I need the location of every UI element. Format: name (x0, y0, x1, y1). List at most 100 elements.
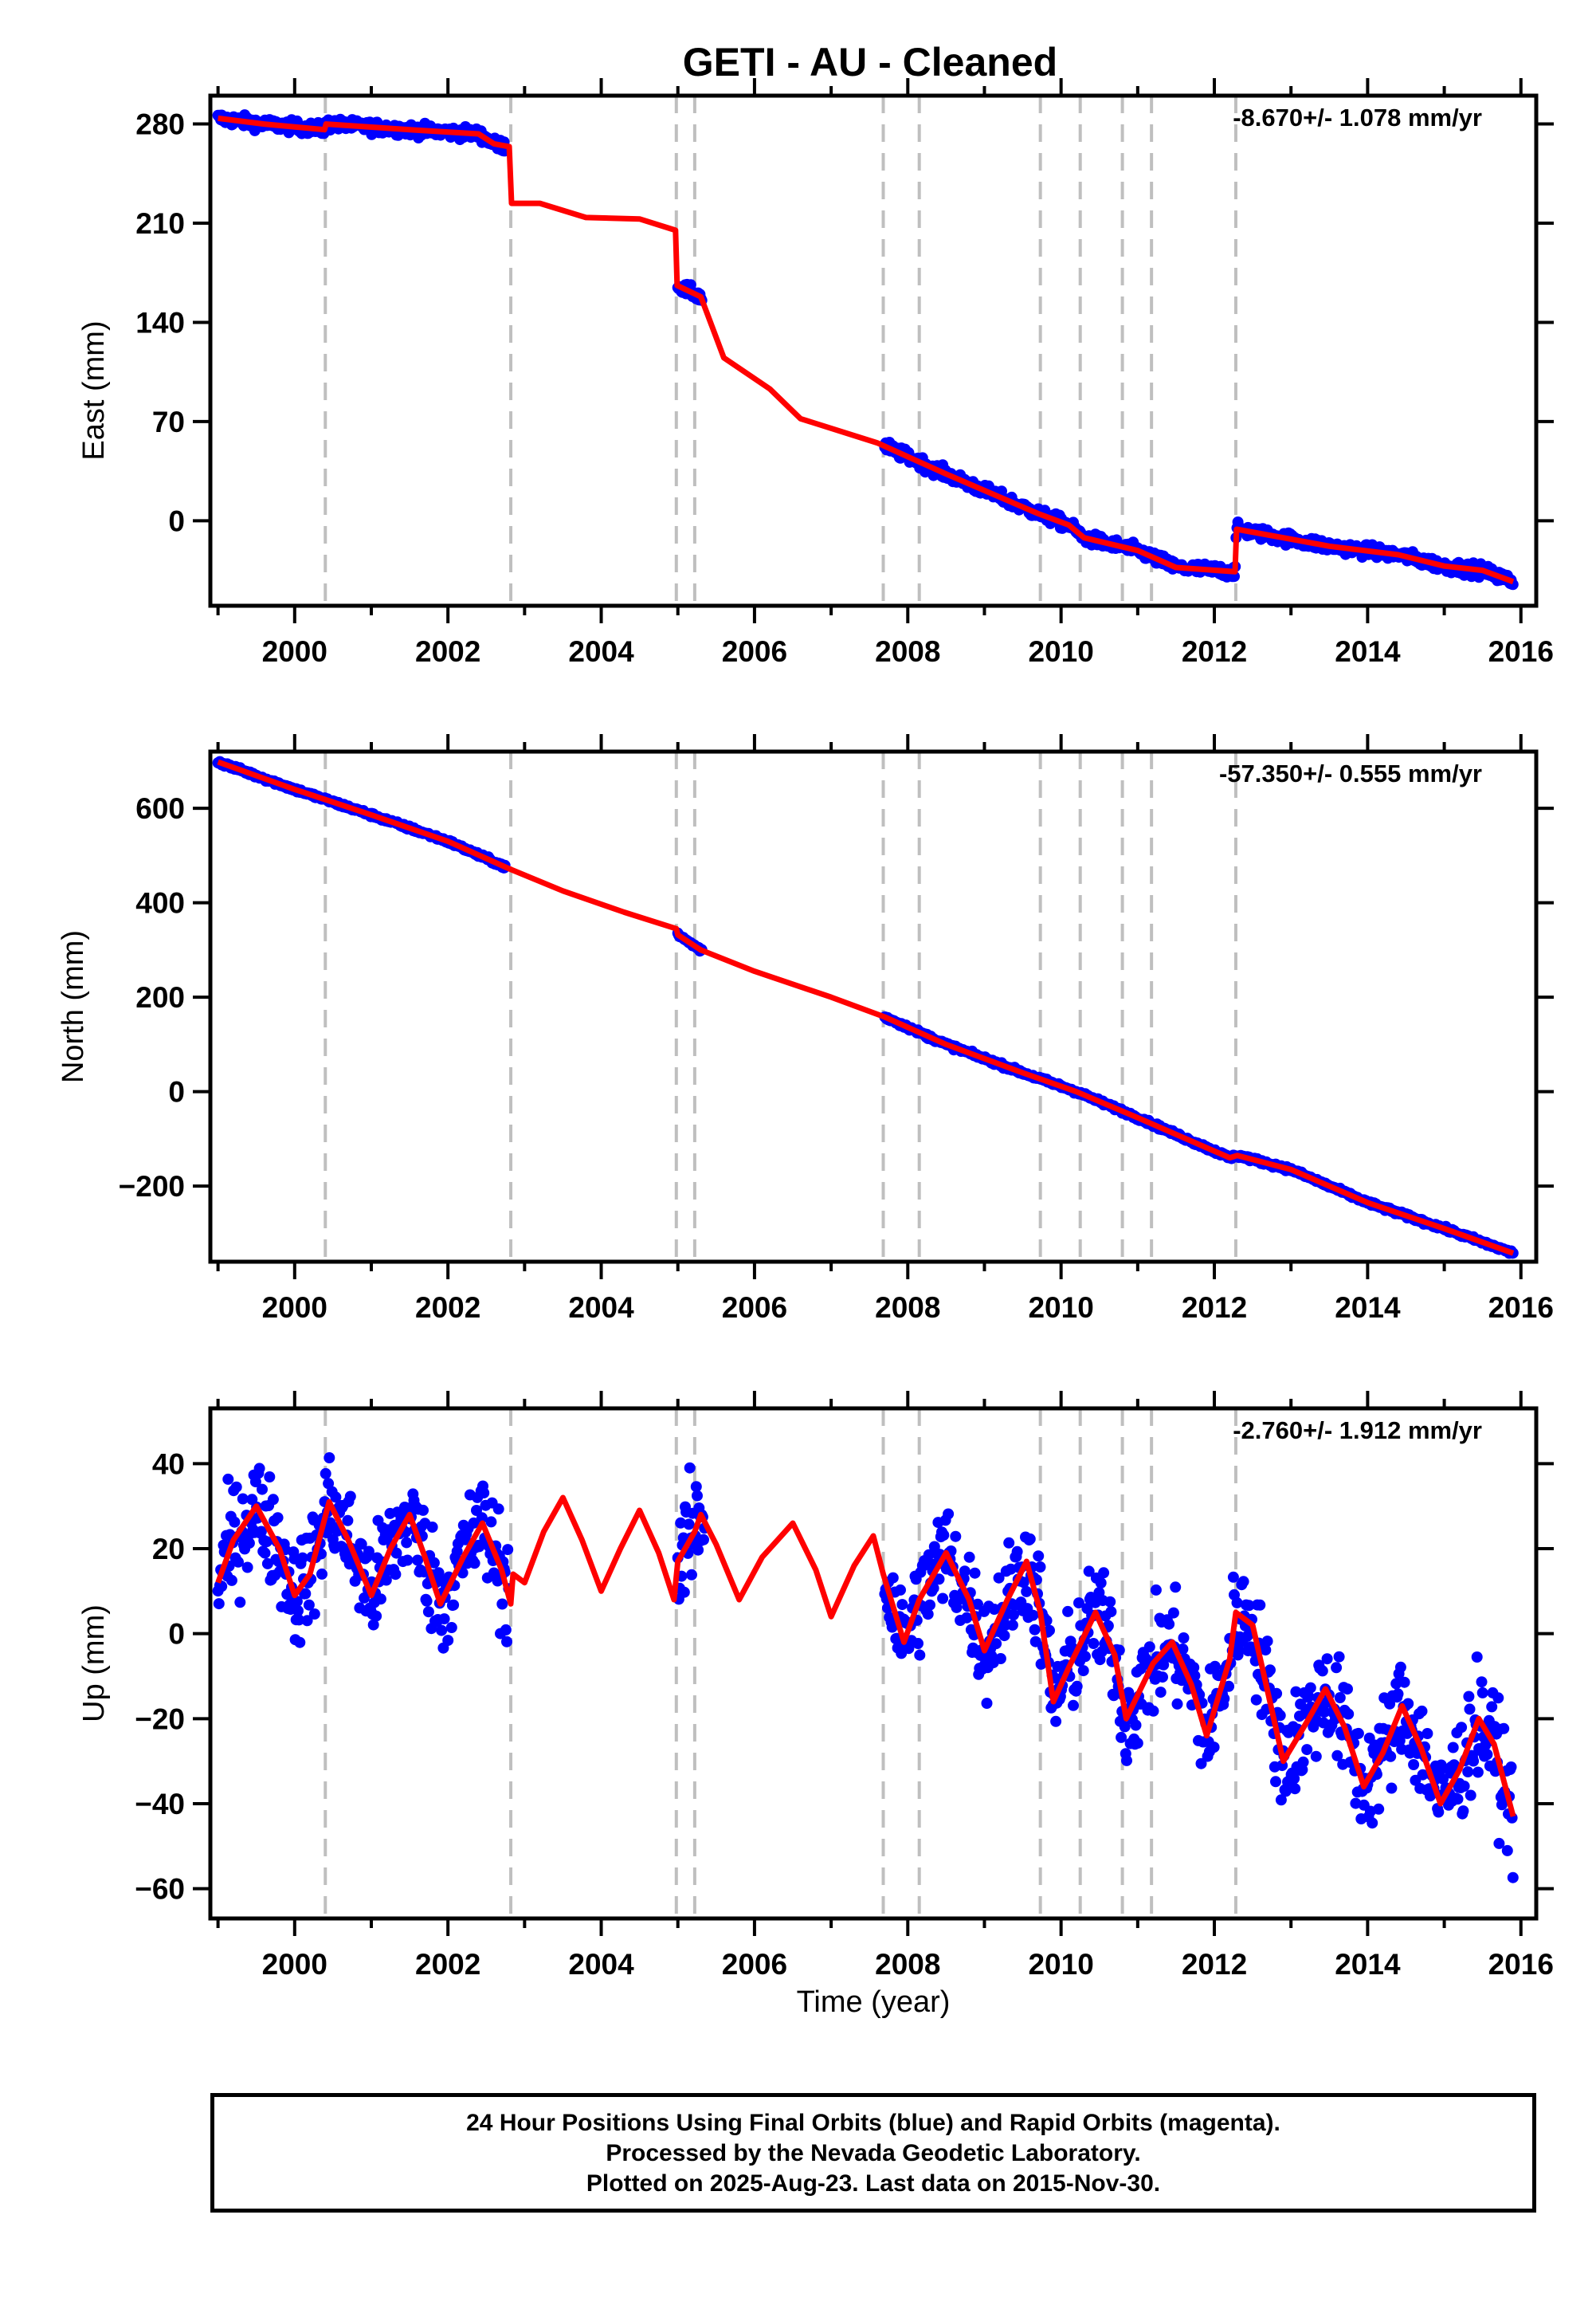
data-point (363, 1545, 374, 1557)
data-point (1188, 1662, 1200, 1674)
data-point (237, 1493, 249, 1505)
data-point (1011, 1545, 1023, 1557)
y-tick-label: −20 (135, 1702, 185, 1735)
data-point (1304, 1682, 1316, 1694)
data-point (261, 1557, 273, 1569)
y-axis-label: East (mm) (77, 320, 111, 460)
chart-title: GETI - AU - Cleaned (683, 40, 1057, 84)
data-point (1390, 1678, 1402, 1690)
x-tick-label: 2012 (1182, 1948, 1247, 1981)
data-point (1104, 1596, 1116, 1608)
data-point (241, 1561, 253, 1573)
x-tick-label: 2002 (415, 1291, 480, 1324)
data-point (261, 1536, 273, 1548)
data-point (1295, 1698, 1307, 1710)
model-line (217, 759, 1515, 1256)
data-point (675, 1517, 687, 1529)
data-point (1476, 1676, 1488, 1688)
data-point (476, 1512, 488, 1524)
data-point (1290, 1686, 1302, 1698)
data-point (1280, 1785, 1292, 1797)
data-point (1143, 1641, 1155, 1653)
data-point (344, 1490, 356, 1502)
data-point (402, 1554, 414, 1566)
data-point (324, 1452, 335, 1463)
data-point (1310, 1750, 1322, 1762)
data-point (1167, 1607, 1179, 1619)
data-point (1481, 1749, 1493, 1761)
data-point (412, 1554, 424, 1566)
data-point (1343, 1708, 1355, 1720)
data-point (1463, 1691, 1475, 1702)
data-point (303, 1599, 315, 1611)
data-point (1297, 1756, 1309, 1768)
x-tick-label: 2006 (722, 635, 787, 668)
velocity-label: -2.760+/- 1.912 mm/yr (1233, 1416, 1482, 1444)
data-point (1034, 1561, 1046, 1573)
panel-east: 2000 2002 2004 2006 2008 2010 2012 2014 2016 280 2… (77, 78, 1554, 668)
data-point (927, 1582, 939, 1594)
data-point (1385, 1750, 1397, 1762)
data-point (1367, 1817, 1378, 1829)
footer-line-3: Plotted on 2025-Aug-23. Last data on 201… (586, 2170, 1161, 2197)
data-point (1492, 1692, 1504, 1704)
data-point (320, 1467, 331, 1479)
data-point (1394, 1734, 1406, 1746)
data-point (1050, 1715, 1062, 1727)
data-point (233, 1556, 244, 1568)
data-point (1237, 1576, 1249, 1588)
data-point (216, 1581, 228, 1592)
data-point (421, 1595, 433, 1607)
data-point (943, 1508, 955, 1520)
data-point (1130, 1719, 1142, 1731)
data-point (896, 1599, 908, 1611)
data-point (438, 1613, 450, 1625)
data-point (1131, 1738, 1143, 1749)
data-point (255, 1526, 267, 1537)
data-point (1333, 1651, 1345, 1663)
data-point (1456, 1722, 1468, 1734)
data-point (380, 1574, 392, 1586)
data-point (1386, 1782, 1398, 1794)
data-point (213, 1598, 225, 1610)
data-point (988, 1604, 1000, 1615)
data-point (969, 1567, 981, 1579)
data-point (249, 1476, 261, 1488)
data-point (1006, 1619, 1018, 1631)
data-point (1243, 1600, 1255, 1612)
data-point (296, 1552, 308, 1564)
data-point (1233, 1645, 1245, 1656)
y-axis-label: North (mm) (57, 930, 90, 1083)
data-point (1331, 1662, 1343, 1674)
data-point (1462, 1766, 1474, 1777)
data-point (1189, 1670, 1201, 1682)
data-point (1301, 1744, 1313, 1756)
data-point (1029, 1624, 1041, 1636)
data-point (229, 1516, 241, 1528)
data-point (500, 1624, 512, 1636)
model-line (218, 115, 1515, 585)
data-point (1417, 1769, 1429, 1781)
x-tick-label: 2006 (722, 1291, 787, 1324)
data-point (1254, 1599, 1266, 1611)
data-point (257, 1483, 268, 1495)
data-point (924, 1599, 935, 1611)
data-point (1275, 1794, 1287, 1806)
data-point (1471, 1651, 1483, 1663)
x-tick-label: 2010 (1028, 1291, 1093, 1324)
y-tick-label: 140 (135, 306, 185, 339)
velocity-label: -8.670+/- 1.078 mm/yr (1233, 104, 1482, 132)
data-point (961, 1612, 973, 1624)
y-tick-label: −60 (135, 1873, 185, 1906)
data-point (1289, 1783, 1301, 1795)
data-point (1027, 1609, 1039, 1621)
y-tick-label: 0 (168, 505, 185, 537)
data-point (686, 1569, 697, 1581)
data-point (1098, 1567, 1110, 1579)
data-point (448, 1599, 460, 1611)
x-tick-label: 2016 (1488, 635, 1554, 668)
data-point (367, 1619, 379, 1631)
data-point (1265, 1664, 1276, 1676)
data-point (1334, 1692, 1346, 1703)
